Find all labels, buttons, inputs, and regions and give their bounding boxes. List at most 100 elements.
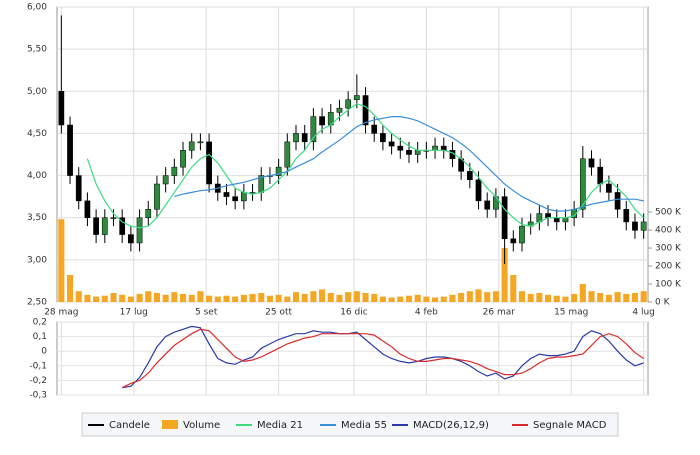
legend-label: Media 21 <box>257 420 303 431</box>
y-tick-label: 4,00 <box>27 171 47 181</box>
y2-tick-label: 400 K <box>655 226 682 236</box>
x-tick-label: 15 mag <box>554 308 588 318</box>
volume-bar <box>284 296 291 302</box>
candle-body <box>371 124 378 134</box>
candle-body <box>171 166 178 176</box>
volume-bar <box>379 296 386 302</box>
volume-bar <box>249 293 256 302</box>
candle-body <box>632 221 638 231</box>
volume-bar <box>345 292 352 302</box>
volume-bar <box>258 293 265 302</box>
volume-bar <box>605 294 612 302</box>
volume-bar <box>597 293 604 302</box>
y-tick-label: 3,00 <box>27 255 47 265</box>
y2-tick-label: 300 K <box>655 244 682 254</box>
y-tick-label: -0,3 <box>29 391 47 401</box>
volume-bar <box>492 291 499 302</box>
volume-bar <box>545 294 552 302</box>
candle-body <box>249 192 256 194</box>
volume-bar <box>153 293 160 302</box>
x-tick-label: 5 set <box>195 308 218 318</box>
candle-body <box>128 234 134 244</box>
volume-bar <box>458 293 465 302</box>
y-tick-label: 0,1 <box>33 332 47 342</box>
y-tick-label: 0,2 <box>33 318 47 328</box>
volume-bar <box>145 291 152 302</box>
y-tick-label: 4,50 <box>27 129 47 139</box>
volume-bar <box>119 294 126 302</box>
legend-label: Volume <box>183 420 220 431</box>
volume-bar <box>414 294 421 302</box>
y-tick-label: 0 <box>41 347 47 357</box>
legend: Candele Volume Media 21 Media 55 MACD(26,12,… <box>88 420 607 431</box>
y-tick-label: 6,00 <box>27 3 47 13</box>
legend-swatch <box>162 420 178 429</box>
candle-body <box>110 217 117 219</box>
volume-bar <box>432 297 439 302</box>
candle-body <box>414 150 421 155</box>
x-tick-label: 25 ott <box>265 308 292 318</box>
candle-body <box>301 133 308 143</box>
volume-bar <box>179 293 187 302</box>
candle-body <box>241 192 247 202</box>
volume-bar <box>66 275 74 302</box>
candle-body <box>545 213 551 218</box>
volume-bar <box>171 292 178 302</box>
volume-bar <box>110 293 117 302</box>
x-tick-label: 4 lug <box>632 308 655 318</box>
volume-bar <box>75 291 82 302</box>
volume-bar <box>397 296 404 302</box>
volume-bar <box>553 295 560 302</box>
candle-body <box>345 99 352 109</box>
candle-body <box>484 200 491 210</box>
candle-body <box>588 158 595 168</box>
volume-bar <box>162 294 169 302</box>
volume-bar <box>562 296 569 302</box>
volume-bar <box>614 292 621 302</box>
y-tick-label: 5,50 <box>27 45 47 55</box>
volume-bar <box>93 296 100 302</box>
volume-bar <box>84 294 91 302</box>
volume-bar <box>188 294 195 302</box>
volume-bar <box>640 291 647 302</box>
candle-body <box>145 209 152 218</box>
candle-body <box>119 217 126 235</box>
volume-bar <box>214 296 221 302</box>
candle-body <box>440 145 447 151</box>
volume-bar <box>536 293 543 302</box>
candle-body <box>475 179 482 202</box>
x-tick-label: 28 mag <box>44 308 78 318</box>
legend-label: MACD(26,12,9) <box>413 420 489 431</box>
candle-body <box>58 91 65 126</box>
x-tick-label: 4 feb <box>415 308 438 318</box>
candle-body <box>93 217 99 235</box>
volume-bar <box>518 291 526 302</box>
volume-bar <box>510 275 517 302</box>
candle-body <box>154 183 160 210</box>
volume-bar <box>440 296 447 302</box>
y2-tick-label: 100 K <box>655 280 682 290</box>
volume-bar <box>206 295 213 302</box>
series-line <box>174 116 644 212</box>
candle-body <box>510 238 517 244</box>
volume-bar <box>571 293 578 302</box>
candle-body <box>293 133 299 143</box>
candle-body <box>432 145 438 151</box>
volume-bar <box>353 291 360 302</box>
series-line <box>122 325 644 389</box>
candle-body <box>501 196 508 240</box>
y-tick-label: 2,50 <box>27 298 47 308</box>
candle-body <box>75 175 82 202</box>
volume-bar <box>319 289 326 302</box>
volume-bar <box>405 295 413 302</box>
candle-body <box>84 200 91 218</box>
y2-tick-label: 0 K <box>655 298 671 308</box>
volume-bar <box>101 295 108 302</box>
volume-bar <box>449 294 456 302</box>
candle-body <box>362 95 369 126</box>
volume-bar <box>232 296 239 302</box>
series-line <box>86 103 645 229</box>
candle-body <box>136 217 143 244</box>
volume-bar <box>579 284 586 302</box>
